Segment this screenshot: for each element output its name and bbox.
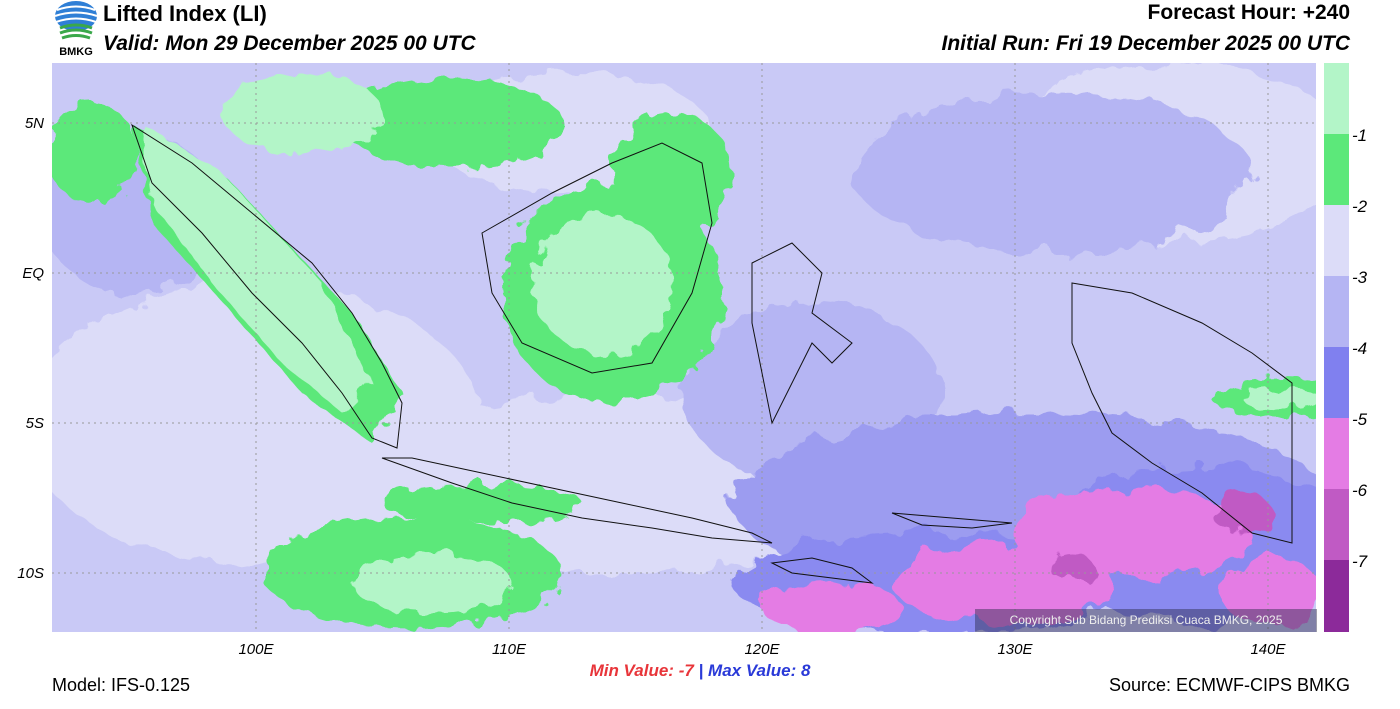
logo-text: BMKG (59, 46, 93, 58)
colorbar-swatch-4 (1324, 347, 1349, 418)
coastlines (131, 123, 1293, 584)
min-value: -7 (678, 661, 694, 680)
lat-label-10s: 10S (17, 565, 44, 582)
forecast-hour: Forecast Hour: +240 (1147, 1, 1351, 24)
colorbar-label: -5 (1352, 410, 1368, 429)
lon-label-130e: 130E (997, 641, 1033, 658)
colorbar-swatch-6 (1324, 489, 1349, 560)
colorbar-label: -3 (1352, 268, 1368, 287)
colorbar (1324, 63, 1349, 632)
min-max-values: Min Value: -7 | Max Value: 8 (0, 661, 1400, 681)
bmkg-logo (52, 0, 100, 60)
lat-label-5n: 5N (24, 115, 44, 132)
colorbar-swatch-1 (1324, 134, 1349, 205)
chart-title: Lifted Index (LI) (103, 1, 267, 26)
colorbar-label: -1 (1352, 126, 1368, 145)
colorbar-swatch-0 (1324, 63, 1349, 134)
lifted-index-map (22, 63, 1362, 633)
colorbar-label: -4 (1352, 339, 1368, 358)
lon-label-110e: 110E (492, 641, 526, 658)
colorbar-label: -6 (1352, 481, 1368, 500)
colorbar-label: -7 (1352, 552, 1368, 571)
colorbar-swatch-5 (1324, 418, 1349, 489)
copyright-note: Copyright Sub Bidang Prediksi Cuaca BMKG… (975, 609, 1317, 632)
min-max-separator: | (698, 661, 704, 680)
max-label: Max Value: (708, 661, 797, 680)
min-label: Min Value: (589, 661, 674, 680)
valid-time: Valid: Mon 29 December 2025 00 UTC (103, 32, 476, 55)
lon-label-100e: 100E (238, 641, 274, 658)
lon-label-120e: 120E (744, 641, 780, 658)
colorbar-swatch-3 (1324, 276, 1349, 347)
lat-label-eq: EQ (22, 265, 44, 282)
initial-run: Initial Run: Fri 19 December 2025 00 UTC (941, 32, 1350, 55)
source-label: Source: ECMWF-CIPS BMKG (1108, 675, 1350, 695)
colorbar-swatch-2 (1324, 205, 1349, 276)
colorbar-label: -2 (1352, 197, 1368, 216)
lat-label-5s: 5S (25, 415, 44, 432)
max-value: 8 (800, 661, 811, 680)
model-label: Model: IFS-0.125 (52, 675, 191, 695)
colorbar-swatch-7 (1324, 560, 1349, 632)
lon-label-140e: 140E (1250, 641, 1286, 658)
